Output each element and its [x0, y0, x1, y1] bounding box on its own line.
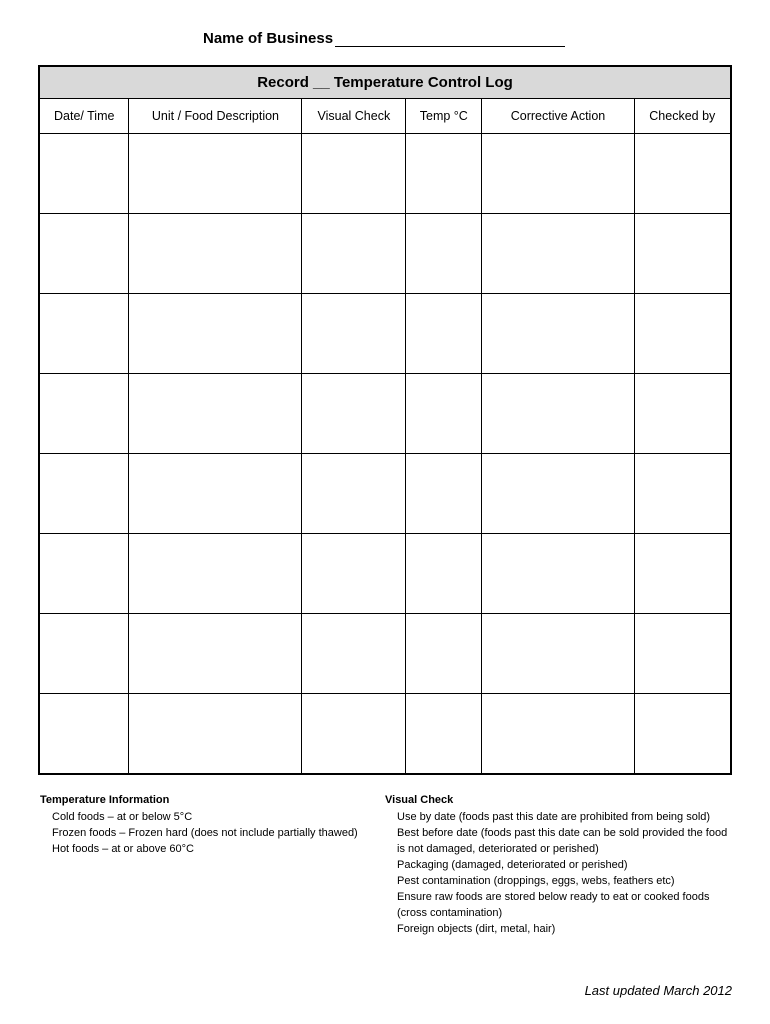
table-cell[interactable]: [482, 374, 634, 454]
table-cell[interactable]: [482, 534, 634, 614]
table-cell[interactable]: [634, 534, 731, 614]
table-cell[interactable]: [302, 134, 406, 214]
table-row: [39, 374, 731, 454]
temperature-info-block: Temperature Information Cold foods – at …: [38, 793, 385, 938]
table-cell[interactable]: [406, 294, 482, 374]
table-cell[interactable]: [634, 214, 731, 294]
business-name-field: Name of Business: [203, 30, 732, 47]
col-corrective: Corrective Action: [482, 99, 634, 134]
visual-check-item: Ensure raw foods are stored below ready …: [385, 890, 732, 922]
col-checked-by: Checked by: [634, 99, 731, 134]
table-cell[interactable]: [634, 454, 731, 534]
col-visual-check: Visual Check: [302, 99, 406, 134]
business-name-label: Name of Business: [203, 30, 333, 47]
table-row: [39, 134, 731, 214]
visual-check-item: Best before date (foods past this date c…: [385, 826, 732, 858]
table-cell[interactable]: [406, 214, 482, 294]
table-cell[interactable]: [39, 534, 129, 614]
table-row: [39, 534, 731, 614]
temperature-info-heading: Temperature Information: [40, 793, 385, 809]
temperature-info-item: Frozen foods – Frozen hard (does not inc…: [40, 826, 385, 842]
table-cell[interactable]: [634, 614, 731, 694]
table-cell[interactable]: [39, 214, 129, 294]
table-cell[interactable]: [406, 134, 482, 214]
notes-section: Temperature Information Cold foods – at …: [38, 793, 732, 938]
temperature-info-item: Cold foods – at or below 5°C: [40, 810, 385, 826]
table-cell[interactable]: [39, 614, 129, 694]
table-cell[interactable]: [129, 614, 302, 694]
temperature-log-table: Record __ Temperature Control Log Date/ …: [38, 65, 732, 775]
table-cell[interactable]: [129, 214, 302, 294]
table-cell[interactable]: [406, 454, 482, 534]
table-cell[interactable]: [129, 134, 302, 214]
table-cell[interactable]: [406, 614, 482, 694]
col-temp: Temp °C: [406, 99, 482, 134]
table-cell[interactable]: [482, 694, 634, 774]
table-cell[interactable]: [129, 294, 302, 374]
table-cell[interactable]: [129, 454, 302, 534]
table-cell[interactable]: [302, 294, 406, 374]
table-cell[interactable]: [634, 374, 731, 454]
table-cell[interactable]: [482, 294, 634, 374]
visual-check-item: Packaging (damaged, deteriorated or peri…: [385, 858, 732, 874]
table-row: [39, 614, 731, 694]
table-cell[interactable]: [302, 214, 406, 294]
table-row: [39, 694, 731, 774]
visual-check-item: Foreign objects (dirt, metal, hair): [385, 922, 732, 938]
table-cell[interactable]: [302, 694, 406, 774]
table-row: [39, 214, 731, 294]
table-cell[interactable]: [302, 534, 406, 614]
temperature-info-item: Hot foods – at or above 60°C: [40, 842, 385, 858]
table-cell[interactable]: [482, 214, 634, 294]
table-cell[interactable]: [302, 614, 406, 694]
table-cell[interactable]: [482, 454, 634, 534]
table-row: [39, 294, 731, 374]
table-cell[interactable]: [302, 454, 406, 534]
table-cell[interactable]: [39, 454, 129, 534]
table-cell[interactable]: [39, 294, 129, 374]
table-cell[interactable]: [482, 134, 634, 214]
table-cell[interactable]: [406, 534, 482, 614]
table-cell[interactable]: [406, 694, 482, 774]
table-cell[interactable]: [406, 374, 482, 454]
visual-check-block: Visual Check Use by date (foods past thi…: [385, 793, 732, 938]
table-cell[interactable]: [634, 134, 731, 214]
last-updated: Last updated March 2012: [585, 983, 732, 998]
table-cell[interactable]: [129, 374, 302, 454]
business-name-underline[interactable]: [335, 46, 565, 47]
visual-check-item: Pest contamination (droppings, eggs, web…: [385, 874, 732, 890]
table-cell[interactable]: [129, 534, 302, 614]
table-cell[interactable]: [634, 694, 731, 774]
table-cell[interactable]: [39, 374, 129, 454]
table-cell[interactable]: [39, 134, 129, 214]
table-header-row: Date/ Time Unit / Food Description Visua…: [39, 99, 731, 134]
table-cell[interactable]: [129, 694, 302, 774]
table-cell[interactable]: [634, 294, 731, 374]
table-cell[interactable]: [39, 694, 129, 774]
table-cell[interactable]: [482, 614, 634, 694]
visual-check-heading: Visual Check: [385, 793, 732, 809]
visual-check-item: Use by date (foods past this date are pr…: [385, 810, 732, 826]
col-date-time: Date/ Time: [39, 99, 129, 134]
table-title: Record __ Temperature Control Log: [39, 66, 731, 99]
table-cell[interactable]: [302, 374, 406, 454]
col-unit-food: Unit / Food Description: [129, 99, 302, 134]
table-row: [39, 454, 731, 534]
